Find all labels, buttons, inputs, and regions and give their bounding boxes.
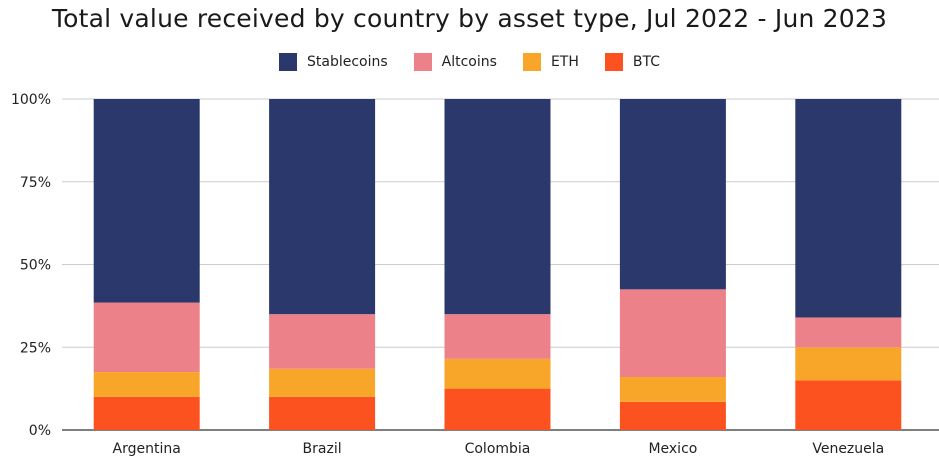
bar-segment-argentina-altcoins — [93, 302, 200, 373]
bar-segment-venezuela-btc — [795, 380, 902, 430]
bar-segment-mexico-btc — [619, 401, 726, 430]
x-tick-label: Mexico — [648, 441, 697, 457]
y-tick-label: 75% — [20, 175, 51, 191]
axis-layer: Argentina Brazil Colombia Mexico Venezuela — [113, 441, 885, 457]
legend-label: BTC — [632, 54, 660, 70]
bar-segment-mexico-stablecoins — [619, 99, 726, 290]
bar-segment-argentina-eth — [93, 372, 200, 397]
y-tick-label: 100% — [11, 92, 51, 108]
chart-title: Total value received by country by asset… — [51, 4, 888, 33]
bar-segment-brazil-altcoins — [269, 314, 376, 369]
y-tick-label: 50% — [20, 258, 51, 274]
bars-layer — [93, 99, 902, 430]
x-tick-label: Argentina — [113, 441, 181, 457]
bar-segment-argentina-btc — [93, 396, 200, 430]
x-tick-label: Brazil — [303, 441, 342, 457]
legend-label: ETH — [550, 54, 579, 70]
bar-segment-colombia-altcoins — [444, 314, 551, 359]
legend-item-btc: BTC — [604, 53, 660, 71]
legend-label: Altcoins — [441, 54, 497, 70]
bar-segment-brazil-stablecoins — [269, 99, 376, 315]
legend: Stablecoins Altcoins ETH BTC — [0, 53, 939, 71]
legend-swatch-eth — [522, 53, 541, 71]
bar-segment-mexico-altcoins — [619, 289, 726, 378]
bar-segment-argentina-stablecoins — [93, 99, 200, 303]
x-tick-label: Venezuela — [812, 441, 884, 457]
bar-segment-brazil-eth — [269, 368, 376, 397]
bar-segment-venezuela-eth — [795, 347, 902, 381]
bar-segment-colombia-eth — [444, 358, 551, 389]
legend-label: Stablecoins — [306, 54, 388, 70]
legend-swatch-btc — [604, 53, 623, 71]
legend-swatch-altcoins — [413, 53, 432, 71]
legend-item-altcoins: Altcoins — [413, 53, 497, 71]
x-tick-label: Colombia — [465, 441, 531, 457]
bar-segment-colombia-btc — [444, 388, 551, 430]
legend-item-eth: ETH — [522, 53, 579, 71]
y-tick-label: 0% — [29, 423, 51, 439]
legend-item-stablecoins: Stablecoins — [278, 53, 388, 71]
bar-segment-brazil-btc — [269, 396, 376, 430]
bar-segment-colombia-stablecoins — [444, 99, 551, 315]
y-tick-label: 25% — [20, 340, 51, 356]
bar-segment-venezuela-stablecoins — [795, 99, 902, 318]
legend-swatch-stablecoins — [278, 53, 297, 71]
bar-segment-venezuela-altcoins — [795, 317, 902, 348]
bar-segment-mexico-eth — [619, 377, 726, 402]
